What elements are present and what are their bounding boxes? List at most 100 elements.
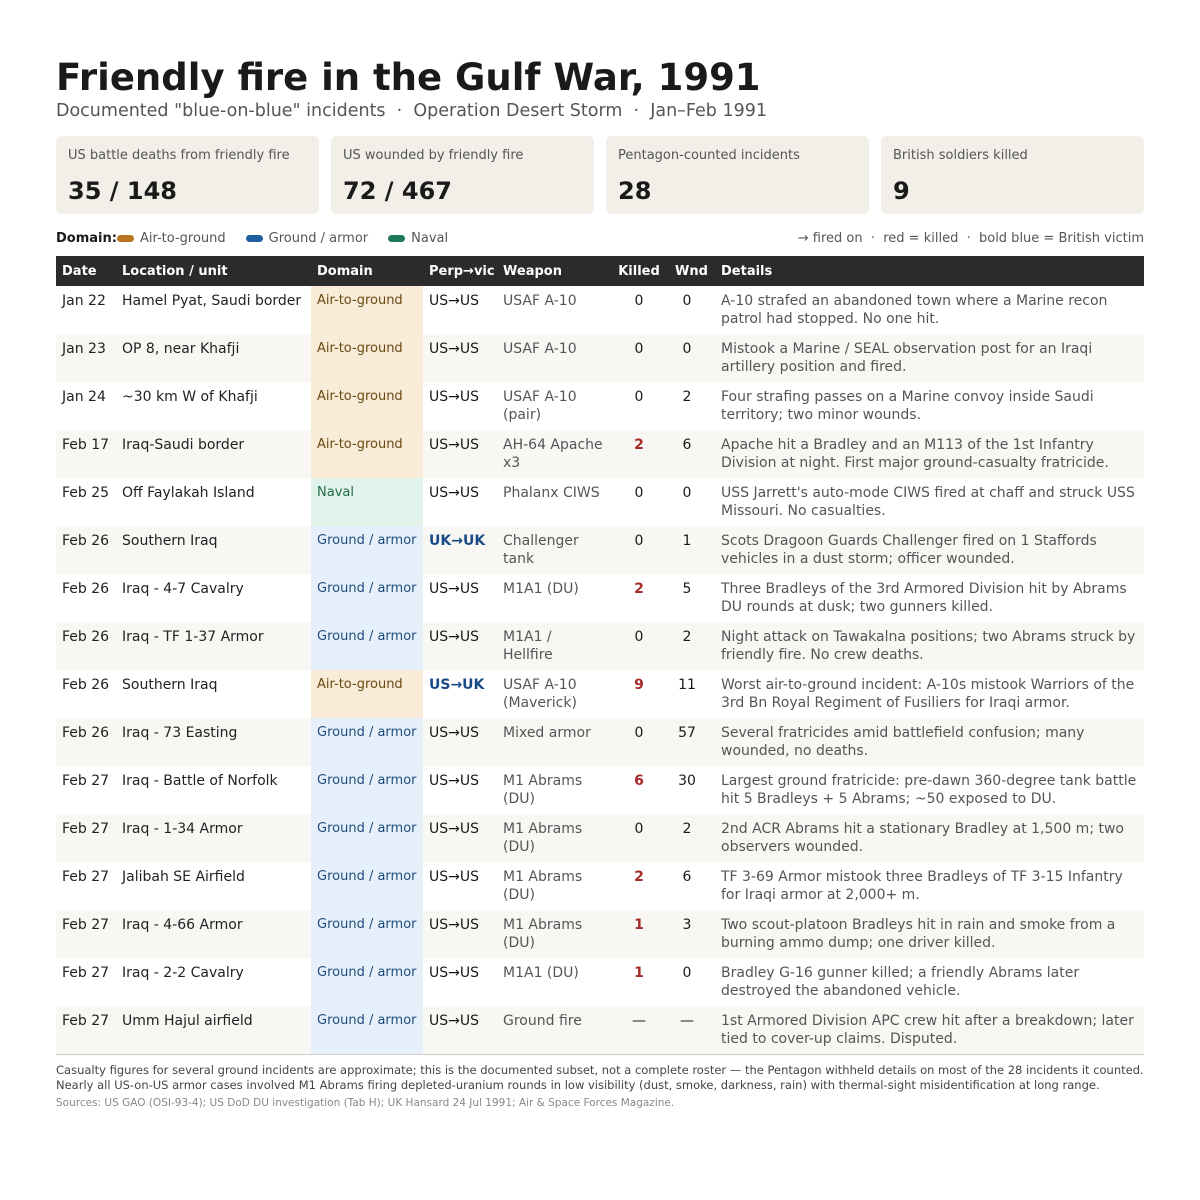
cell: M1 Abrams (DU) [503, 821, 583, 855]
cell: Apache hit a Bradley and an M113 of the … [721, 437, 1109, 471]
stat-value: 28 [618, 177, 652, 205]
cell: US→US [429, 341, 479, 357]
cell: 3 [682, 917, 692, 933]
cell: Iraq - 2-2 Cavalry [122, 965, 244, 981]
column-header: Location / unit [116, 256, 311, 286]
cell: 0 [634, 485, 644, 501]
cell: 0 [682, 485, 692, 501]
cell: A-10 strafed an abandoned town where a M… [721, 293, 1108, 327]
table-row: Feb 27 Iraq - 2-2 Cavalry Ground / armor US… [56, 958, 1144, 1006]
column-header: Weapon [497, 256, 609, 286]
cell: 0 [634, 629, 644, 645]
cell: Iraq - 4-7 Cavalry [122, 581, 244, 597]
cell: Feb 25 [62, 485, 110, 501]
cell: M1 Abrams (DU) [503, 869, 583, 903]
cell: Ground / armor [311, 814, 423, 862]
cell: Four strafing passes on a Marine convoy … [721, 389, 1094, 423]
cell: Hamel Pyat, Saudi border [122, 293, 302, 309]
cell: USS Jarrett's auto-mode CIWS fired at ch… [721, 485, 1135, 519]
cell: 0 [634, 533, 644, 549]
cell: Three Bradleys of the 3rd Armored Divisi… [721, 581, 1127, 615]
cell: 30 [678, 773, 696, 789]
cell: Phalanx CIWS [503, 485, 600, 501]
table-row: Feb 27 Umm Hajul airfield Ground / armor US… [56, 1006, 1144, 1055]
stat-label: US wounded by friendly fire [343, 148, 524, 163]
column-header: Killed [609, 256, 669, 286]
cell: Feb 26 [62, 533, 110, 549]
cell: Ground / armor [311, 766, 423, 814]
incident-table: Date Location / unit Domain Perp→vic Weapon K… [56, 256, 1144, 1055]
cell: USAF A-10 (Maverick) [503, 677, 577, 711]
cell: M1 Abrams (DU) [503, 917, 583, 951]
cell: US→US [429, 293, 479, 309]
cell: Air-to-ground [311, 430, 423, 478]
cell: 11 [678, 677, 696, 693]
cell: 0 [634, 725, 644, 741]
cell: Feb 27 [62, 821, 110, 837]
cell: 57 [678, 725, 696, 741]
cell: US→US [429, 773, 479, 789]
stat-label: US battle deaths from friendly fire [68, 148, 290, 163]
cell: Feb 27 [62, 869, 110, 885]
cell: Challenger tank [503, 533, 579, 567]
stat-card: British soldiers killed 9 [881, 136, 1144, 214]
footer: Casualty figures for several ground inci… [56, 1063, 1156, 1111]
cell: 9 [634, 677, 644, 693]
cell: 2 [634, 581, 644, 597]
legend-swatch [116, 234, 134, 242]
cell: Ground / armor [311, 862, 423, 910]
cell: Iraq - TF 1-37 Armor [122, 629, 264, 645]
cell: 0 [634, 389, 644, 405]
cell: US→US [423, 1006, 497, 1055]
cell: Southern Iraq [122, 533, 218, 549]
cell: Naval [311, 478, 423, 526]
cell: 0 [682, 341, 692, 357]
cell: Largest ground fratricide: pre-dawn 360-… [721, 773, 1137, 807]
cell: Iraq - 1-34 Armor [122, 821, 243, 837]
table-row: Jan 23 OP 8, near Khafji Air-to-ground US→U… [56, 334, 1144, 382]
cell: Jalibah SE Airfield [122, 869, 245, 885]
cell: US→US [429, 629, 479, 645]
table-row: Feb 26 Southern Iraq Air-to-ground US→UK USA… [56, 670, 1144, 718]
cell: 5 [682, 581, 692, 597]
table-row: Feb 26 Southern Iraq Ground / armor UK→UK Ch… [56, 526, 1144, 574]
legend-swatch [245, 234, 263, 242]
cell: Scots Dragoon Guards Challenger fired on… [721, 533, 1097, 567]
cell: 2 [682, 629, 692, 645]
cell: 0 [634, 821, 644, 837]
table-row: Feb 27 Jalibah SE Airfield Ground / armor U… [56, 862, 1144, 910]
cell: US→UK [429, 677, 485, 693]
cell: Feb 27 [62, 917, 110, 933]
cell: 2 [682, 821, 692, 837]
table-row: Feb 26 Iraq - 73 Easting Ground / armor US→… [56, 718, 1144, 766]
cell: US→US [429, 581, 479, 597]
legend-label: Air-to-ground [139, 230, 226, 246]
stat-card: US wounded by friendly fire 72 / 467 [331, 136, 594, 214]
stat-label: Pentagon-counted incidents [618, 148, 800, 163]
cell: M1A1 / Hellfire [503, 629, 553, 663]
title: Friendly fire in the Gulf War, 1991 [56, 56, 761, 99]
footnote: Casualty figures for several ground inci… [56, 1063, 1144, 1077]
cell: US→US [429, 869, 479, 885]
cell: Ground / armor [311, 1006, 423, 1055]
cell: USAF A-10 [503, 293, 577, 309]
cell: Feb 27 [56, 1006, 116, 1055]
cell: AH-64 Apache x3 [503, 437, 603, 471]
table-row: Feb 26 Iraq - TF 1-37 Armor Ground / armor… [56, 622, 1144, 670]
cell: M1 Abrams (DU) [503, 773, 583, 807]
cell: Feb 26 [62, 581, 110, 597]
cell: 6 [634, 773, 644, 789]
cell: M1A1 (DU) [503, 965, 579, 981]
cell: Iraq - Battle of Norfolk [122, 773, 278, 789]
cell: Mistook a Marine / SEAL observation post… [721, 341, 1093, 375]
cell: Jan 24 [62, 389, 106, 405]
cell: Ground fire [497, 1006, 609, 1055]
legend-note: → fired on · red = killed · bold blue = … [797, 230, 1144, 246]
legend-item: Ground / armor [245, 231, 368, 246]
cell: Southern Iraq [122, 677, 218, 693]
cell: 0 [634, 293, 644, 309]
cell: 2nd ACR Abrams hit a stationary Bradley … [721, 821, 1124, 855]
column-header: Details [705, 256, 1144, 286]
cell: US→US [429, 485, 479, 501]
